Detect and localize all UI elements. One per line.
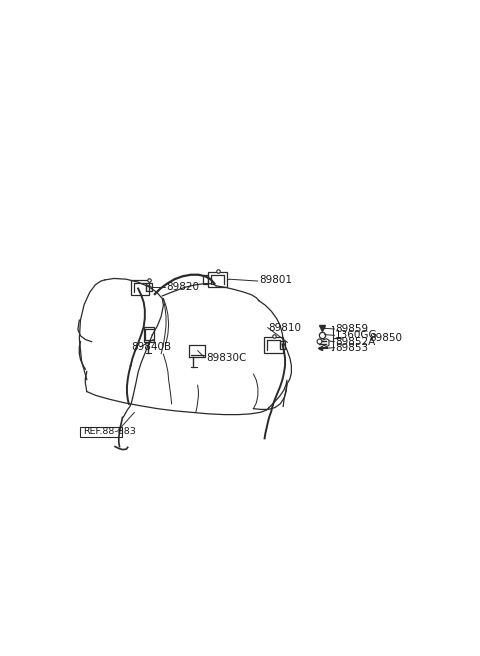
Text: 89859: 89859 <box>335 324 369 334</box>
Text: 89810: 89810 <box>268 323 301 333</box>
Bar <box>131 280 149 295</box>
Text: 89830C: 89830C <box>206 353 246 363</box>
Text: 1360GG: 1360GG <box>335 331 378 340</box>
Bar <box>144 327 154 342</box>
Text: 89820: 89820 <box>166 282 199 292</box>
Text: REF.88-883: REF.88-883 <box>83 427 136 436</box>
Bar <box>280 341 286 349</box>
Text: 89840B: 89840B <box>132 342 171 352</box>
Text: 89852A: 89852A <box>335 337 375 346</box>
Text: 89850: 89850 <box>369 333 402 343</box>
Text: 89853: 89853 <box>335 342 369 353</box>
Bar <box>208 272 228 287</box>
Bar <box>264 337 283 353</box>
Bar <box>146 283 152 291</box>
Bar <box>203 276 208 283</box>
FancyBboxPatch shape <box>81 427 122 436</box>
Text: 89801: 89801 <box>259 276 292 285</box>
